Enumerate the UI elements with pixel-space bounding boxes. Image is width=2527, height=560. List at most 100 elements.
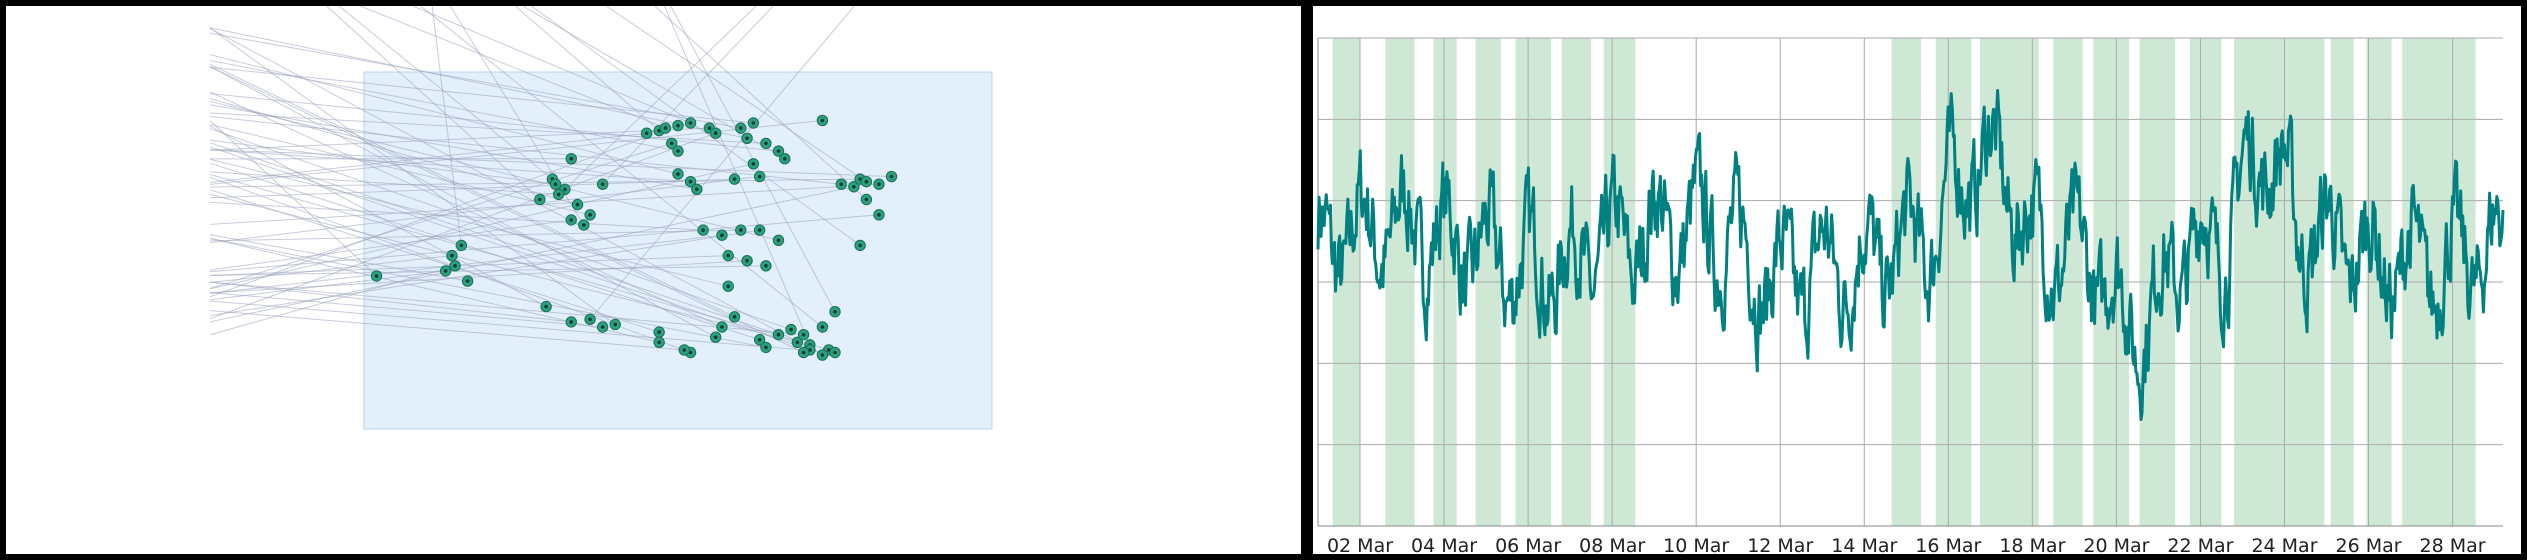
scatter-point — [534, 193, 546, 206]
scatter-point-core — [864, 197, 869, 202]
scatter-point-core — [600, 325, 605, 329]
scatter-point — [816, 321, 829, 333]
scatter-point — [716, 321, 728, 333]
scatter-chart — [209, 6, 993, 430]
scatter-point — [760, 137, 772, 150]
ray-line — [338, 6, 553, 180]
scatter-point — [565, 153, 577, 165]
scatter-point-core — [833, 350, 837, 355]
scatter-point — [455, 239, 468, 252]
ray-line — [209, 229, 760, 317]
scatter-point — [873, 209, 885, 221]
scatter-point — [709, 127, 722, 139]
scatter-point-core — [569, 156, 574, 161]
scatter-point-core — [707, 126, 712, 130]
scatter-point-core — [569, 218, 574, 222]
scatter-point — [753, 170, 766, 183]
scatter-point — [666, 137, 678, 150]
ray-line — [209, 173, 829, 351]
scatter-point — [678, 344, 690, 356]
scatter-point — [835, 178, 847, 190]
scatter-point-core — [789, 327, 793, 332]
x-tick-label: 14 Mar — [1831, 535, 1897, 554]
scatter-point-core — [720, 325, 724, 329]
scatter-point-core — [877, 182, 881, 186]
ray-line — [209, 214, 880, 273]
ray-line — [209, 28, 823, 356]
scatter-point — [596, 178, 609, 190]
scatter-point — [735, 122, 747, 134]
ray-line — [209, 265, 456, 336]
scatter-point-core — [663, 126, 668, 130]
scatter-point-core — [757, 174, 762, 179]
scatter-point — [885, 170, 898, 183]
ray-line — [209, 193, 798, 343]
scatter-point-core — [776, 238, 781, 243]
scatter-point-core — [657, 330, 661, 334]
scatter-point-core — [374, 274, 379, 278]
ray-line — [209, 63, 735, 318]
scatter-point-core — [695, 187, 699, 192]
scatter-point — [747, 158, 760, 170]
scatter-point-core — [757, 228, 762, 232]
scatter-point — [722, 280, 734, 292]
scatter-point-core — [726, 253, 731, 258]
scatter-point — [772, 234, 785, 247]
ray-line — [589, 6, 855, 320]
ray-line — [326, 6, 541, 200]
x-tick-label: 22 Mar — [2167, 535, 2233, 554]
scatter-point — [753, 334, 766, 346]
x-tick-label: 20 Mar — [2083, 535, 2149, 554]
ray-line — [209, 281, 804, 336]
scatter-point — [709, 331, 722, 343]
scatter-point — [785, 323, 797, 336]
scatter-point-core — [864, 179, 869, 184]
scatter-point-core — [657, 340, 661, 345]
scatter-point — [854, 239, 866, 252]
scatter-point-core — [801, 350, 806, 355]
ray-line — [209, 300, 836, 353]
scatter-point — [848, 181, 860, 193]
ray-line — [209, 255, 452, 284]
scatter-point — [797, 328, 810, 341]
ray-line — [209, 176, 760, 244]
scatter-point — [741, 255, 753, 267]
scatter-point — [753, 224, 766, 236]
scatter-point-core — [453, 264, 457, 268]
scatter-point — [596, 321, 609, 333]
timeseries-chart: 02 Mar 04 Mar 06 Mar 08 Mar 10 Mar 12 Mar 14 M… — [1316, 37, 2505, 554]
scatter-point-core — [450, 253, 454, 258]
scatter-point — [640, 127, 653, 139]
ray-line — [209, 142, 779, 336]
scatter-point-core — [669, 141, 674, 146]
scatter-point — [584, 313, 596, 326]
ray-line — [605, 6, 867, 183]
scatter-point-core — [739, 126, 743, 130]
scatter-panel — [6, 6, 1301, 554]
scatter-point-core — [726, 284, 731, 289]
x-tick-labels: 02 Mar 04 Mar 06 Mar 08 Mar 10 Mar 12 Mar 14 M… — [1327, 535, 2486, 554]
ray-line — [654, 6, 867, 200]
scatter-point-core — [644, 131, 649, 135]
scatter-point-core — [757, 337, 762, 342]
scatter-point-core — [688, 121, 693, 125]
x-tick-label: 26 Mar — [2335, 535, 2401, 554]
ray-line — [420, 6, 823, 328]
scatter-point-core — [820, 118, 825, 123]
scatter-point — [439, 265, 452, 277]
scatter-point-core — [764, 141, 768, 146]
scatter-point — [691, 183, 703, 196]
ray-line — [209, 178, 735, 199]
ray-lines — [209, 6, 892, 356]
scatter-point-core — [544, 304, 548, 309]
scatter-point-core — [588, 317, 592, 322]
scatter-point-core — [556, 192, 561, 197]
scatter-point — [672, 119, 684, 132]
scatter-point — [461, 275, 474, 287]
scatter-point — [684, 117, 697, 129]
scatter-point — [816, 114, 829, 127]
scatter-point-core — [776, 332, 781, 337]
scatter-point-core — [713, 335, 718, 340]
scatter-point-core — [553, 182, 558, 186]
scatter-point-core — [820, 353, 825, 357]
